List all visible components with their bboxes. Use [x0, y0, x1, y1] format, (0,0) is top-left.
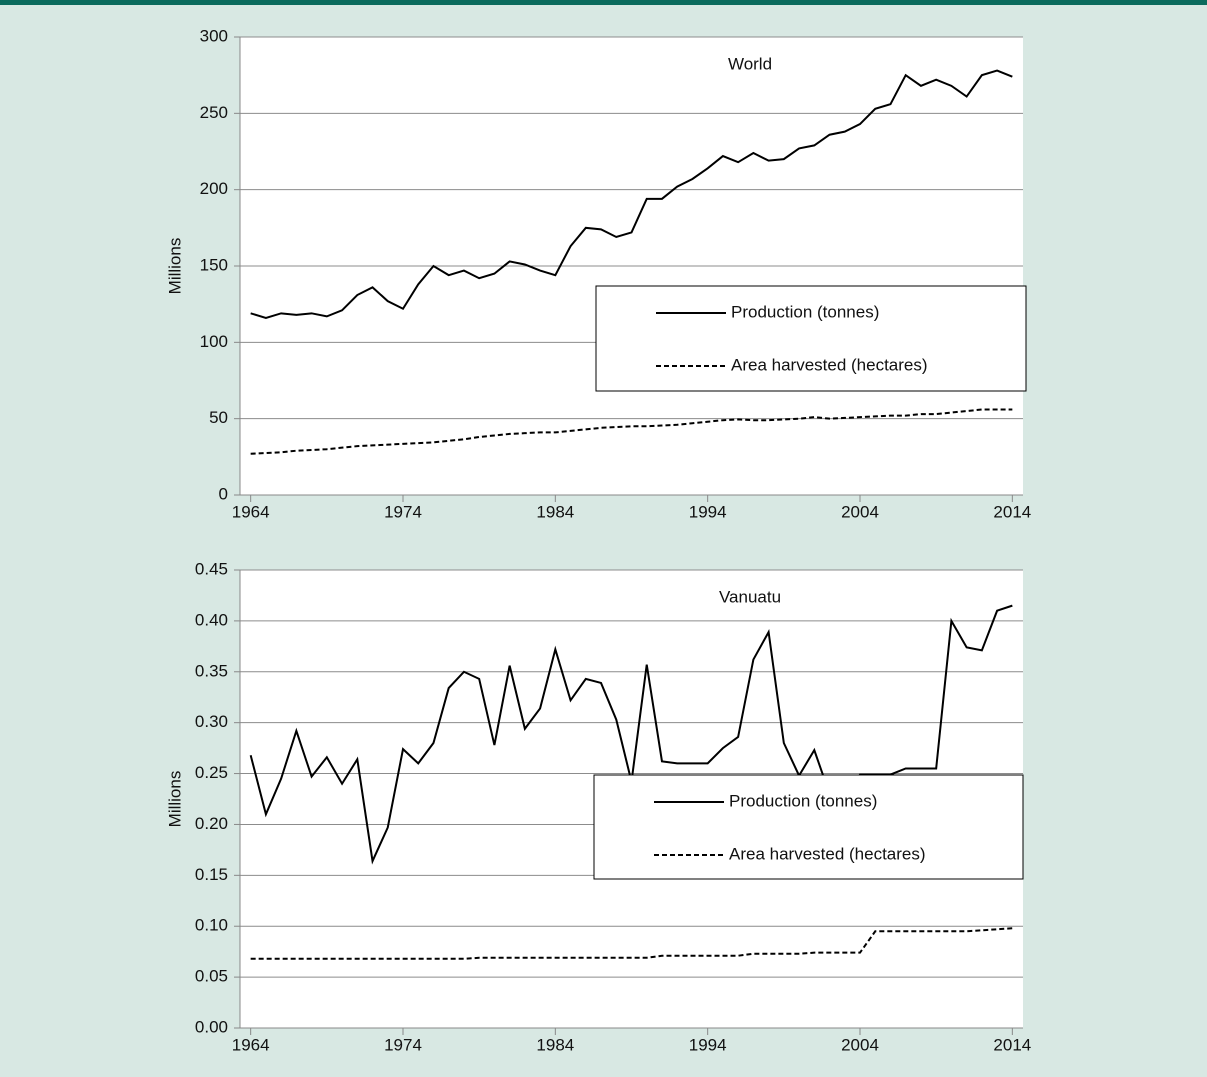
x-tick-label: 1964	[232, 502, 270, 521]
legend-label: Area harvested (hectares)	[731, 355, 928, 374]
y-tick-label: 250	[200, 103, 228, 122]
x-tick-label: 2004	[841, 1035, 879, 1054]
top-bar	[0, 0, 1207, 5]
x-tick-label: 2004	[841, 502, 879, 521]
legend-label: Production (tonnes)	[731, 302, 879, 321]
series-line	[250, 927, 1013, 960]
x-tick-label: 1984	[536, 1035, 574, 1054]
y-tick-label: 200	[200, 179, 228, 198]
y-tick-label: 0.10	[195, 916, 228, 935]
annotation: World	[728, 54, 772, 73]
y-tick-label: 0.25	[195, 763, 228, 782]
x-tick-label: 1974	[384, 502, 422, 521]
legend-box	[593, 774, 1024, 880]
legend-label: Production (tonnes)	[729, 791, 877, 810]
y-tick-label: 150	[200, 255, 228, 274]
y-tick-label: 0.40	[195, 610, 228, 629]
x-tick-label: 2014	[993, 1035, 1031, 1054]
y-tick-label: 100	[200, 332, 228, 351]
y-tick-label: 0.05	[195, 967, 228, 986]
y-tick-label: 0.35	[195, 661, 228, 680]
y-tick-label: 0.00	[195, 1017, 228, 1036]
y-axis-label: Millions	[165, 238, 184, 295]
x-tick-label: 2014	[993, 502, 1031, 521]
y-tick-label: 0.30	[195, 712, 228, 731]
annotation: Vanuatu	[719, 587, 781, 606]
y-tick-label: 0	[219, 484, 228, 503]
legend-label: Area harvested (hectares)	[729, 844, 926, 863]
x-tick-label: 1994	[689, 1035, 727, 1054]
y-axis-label: Millions	[165, 771, 184, 828]
y-tick-label: 50	[209, 408, 228, 427]
series-line	[250, 408, 1013, 455]
legend-box	[595, 285, 1027, 392]
x-tick-label: 1974	[384, 1035, 422, 1054]
x-tick-label: 1994	[689, 502, 727, 521]
x-tick-label: 1984	[536, 502, 574, 521]
y-tick-label: 0.15	[195, 865, 228, 884]
y-tick-label: 300	[200, 26, 228, 45]
y-tick-label: 0.20	[195, 814, 228, 833]
y-tick-label: 0.45	[195, 559, 228, 578]
series-line	[250, 69, 1013, 319]
x-tick-label: 1964	[232, 1035, 270, 1054]
